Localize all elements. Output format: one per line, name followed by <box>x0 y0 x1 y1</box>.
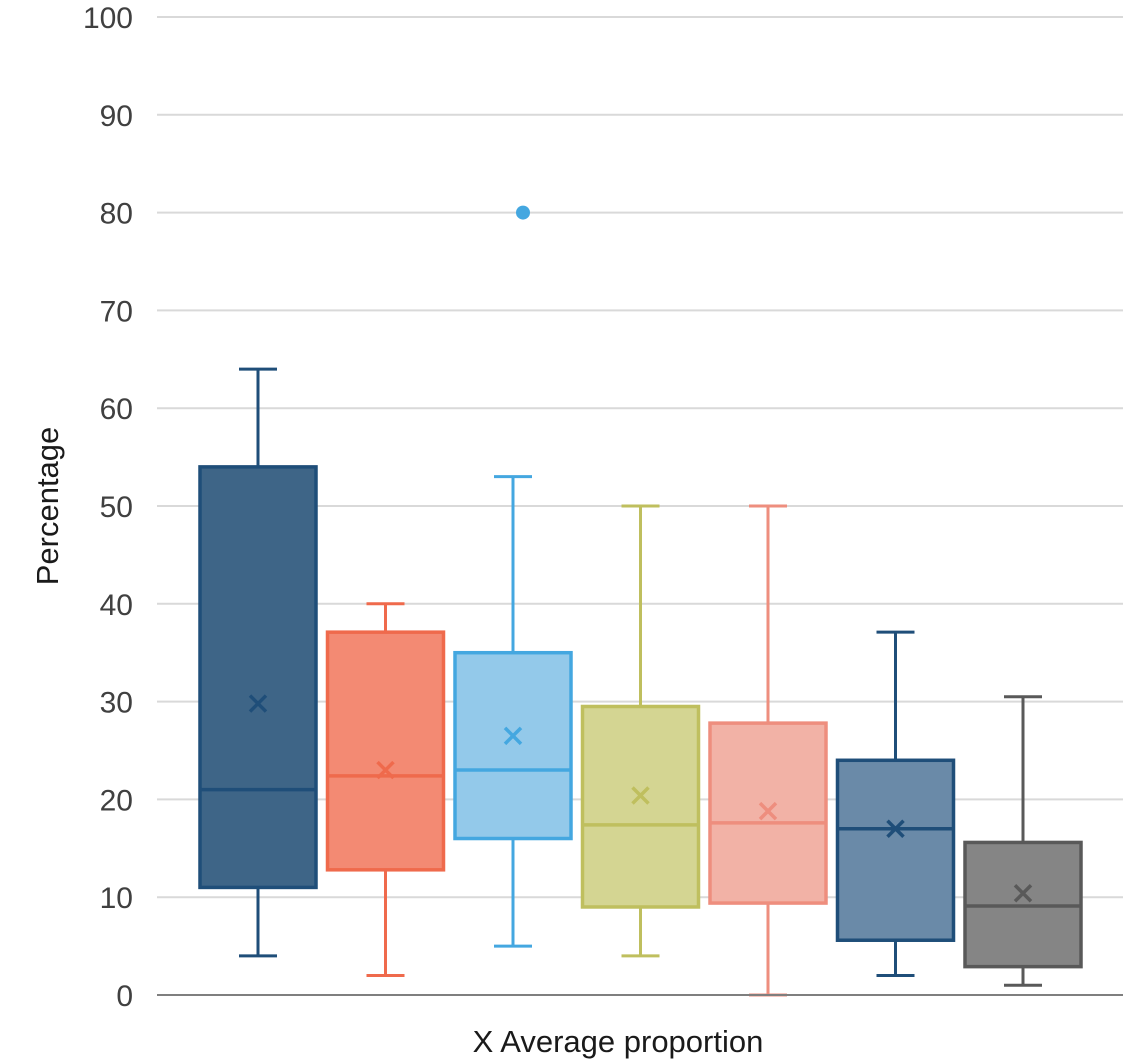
y-tick-label-10: 10 <box>100 882 133 915</box>
mean-marker-b <box>631 786 650 805</box>
mean-marker-b <box>503 726 523 746</box>
box-2 <box>325 602 446 977</box>
box-6 <box>835 630 956 977</box>
box-3 <box>453 205 573 948</box>
box-5 <box>708 504 828 997</box>
y-tick-label-0: 0 <box>116 980 133 1013</box>
box-iqr <box>325 630 446 872</box>
mean-marker-b <box>1013 884 1033 903</box>
box-iqr <box>198 465 318 890</box>
y-tick-label-100: 100 <box>83 2 133 35</box>
outlier-point-1 <box>516 205 530 220</box>
mean-marker-b <box>758 801 778 821</box>
box-iqr <box>835 758 956 942</box>
box-7 <box>963 695 1083 987</box>
y-tick-label-40: 40 <box>100 589 133 622</box>
y-tick-label-30: 30 <box>100 687 133 720</box>
mean-marker-b <box>248 694 268 713</box>
y-tick-label-80: 80 <box>100 198 133 231</box>
y-tick-label-90: 90 <box>100 100 133 133</box>
box-iqr <box>580 704 701 909</box>
box-iqr <box>453 650 573 841</box>
box-1 <box>198 367 318 958</box>
box-4 <box>580 504 701 958</box>
mean-marker-b <box>376 760 395 780</box>
box-series <box>198 205 1083 997</box>
y-axis-title: Percentage <box>30 427 65 586</box>
y-tick-label-20: 20 <box>100 784 133 817</box>
y-tick-labels: 0 10 20 30 40 50 60 70 80 90 100 <box>83 2 133 1013</box>
y-tick-label-50: 50 <box>100 491 133 524</box>
x-axis-title: X Average proportion <box>473 1024 764 1059</box>
y-tick-label-60: 60 <box>100 393 133 426</box>
y-tick-label-70: 70 <box>100 295 133 328</box>
mean-marker-b <box>886 819 905 838</box>
